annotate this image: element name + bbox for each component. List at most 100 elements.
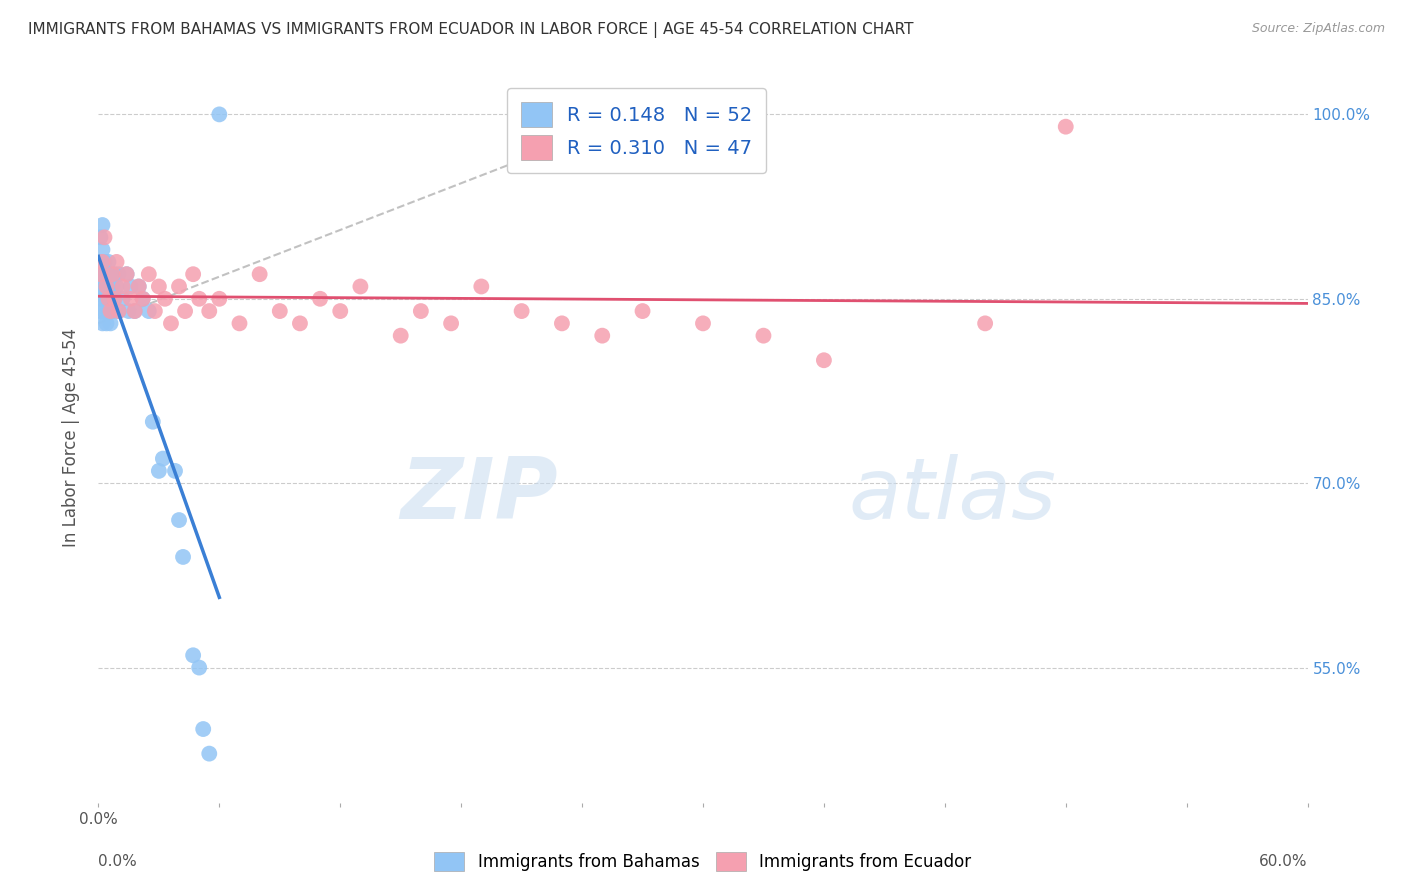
Point: [409, 304, 432, 318]
Point: [103, 292, 125, 306]
Text: atlas: atlas: [848, 454, 1056, 537]
Point: [100, 292, 122, 306]
Point: [193, 722, 215, 736]
Point: [208, 292, 231, 306]
Point: [89, 292, 111, 306]
Point: [551, 317, 574, 331]
Point: [93, 230, 115, 244]
Point: [142, 415, 165, 429]
Point: [91, 279, 114, 293]
Point: [249, 267, 271, 281]
Point: [510, 304, 533, 318]
Point: [188, 660, 211, 674]
Text: Source: ZipAtlas.com: Source: ZipAtlas.com: [1251, 22, 1385, 36]
Point: [124, 304, 146, 318]
Point: [163, 464, 186, 478]
Point: [188, 292, 211, 306]
Point: [349, 279, 371, 293]
Point: [93, 304, 115, 318]
Point: [100, 304, 122, 318]
Point: [93, 267, 115, 281]
Point: [115, 267, 138, 281]
Point: [91, 317, 114, 331]
Point: [97, 255, 120, 269]
Point: [111, 279, 134, 293]
Point: [105, 255, 128, 269]
Point: [124, 304, 146, 318]
Point: [153, 292, 176, 306]
Text: 0.0%: 0.0%: [98, 854, 138, 869]
Point: [107, 267, 129, 281]
Point: [148, 464, 170, 478]
Point: [440, 317, 463, 331]
Y-axis label: In Labor Force | Age 45-54: In Labor Force | Age 45-54: [62, 327, 80, 547]
Point: [89, 304, 111, 318]
Point: [143, 304, 166, 318]
Point: [101, 279, 124, 293]
Point: [96, 279, 118, 293]
Point: [91, 243, 114, 257]
Text: ZIP: ZIP: [401, 454, 558, 537]
Point: [107, 304, 129, 318]
Point: [174, 304, 197, 318]
Point: [591, 328, 613, 343]
Text: IMMIGRANTS FROM BAHAMAS VS IMMIGRANTS FROM ECUADOR IN LABOR FORCE | AGE 45-54 CO: IMMIGRANTS FROM BAHAMAS VS IMMIGRANTS FR…: [28, 22, 914, 38]
Point: [752, 328, 775, 343]
Point: [228, 317, 250, 331]
Point: [89, 255, 111, 269]
Point: [100, 267, 122, 281]
Point: [181, 267, 204, 281]
Point: [96, 292, 118, 306]
Point: [692, 317, 714, 331]
Point: [172, 549, 194, 564]
Point: [97, 292, 120, 306]
Point: [93, 292, 115, 306]
Point: [97, 304, 120, 318]
Point: [181, 648, 204, 663]
Point: [132, 292, 155, 306]
Legend: R = 0.148   N = 52, R = 0.310   N = 47: R = 0.148 N = 52, R = 0.310 N = 47: [508, 88, 766, 173]
Point: [208, 107, 231, 121]
Point: [631, 304, 654, 318]
Point: [138, 267, 160, 281]
Point: [89, 279, 111, 293]
Point: [974, 317, 997, 331]
Point: [93, 279, 115, 293]
Point: [152, 451, 174, 466]
Point: [288, 317, 311, 331]
Point: [160, 317, 183, 331]
Point: [93, 255, 115, 269]
Point: [148, 279, 170, 293]
Point: [128, 279, 150, 293]
Point: [138, 304, 160, 318]
Point: [105, 279, 128, 293]
Point: [120, 292, 142, 306]
Point: [91, 255, 114, 269]
Point: [89, 230, 111, 244]
Point: [309, 292, 332, 306]
Point: [91, 218, 114, 232]
Point: [103, 267, 125, 281]
Point: [120, 279, 142, 293]
Point: [198, 304, 221, 318]
Point: [100, 317, 122, 331]
Text: 60.0%: 60.0%: [1260, 854, 1308, 869]
Point: [128, 279, 150, 293]
Point: [96, 279, 118, 293]
Point: [198, 747, 221, 761]
Point: [101, 267, 124, 281]
Point: [470, 279, 492, 293]
Point: [167, 513, 190, 527]
Legend: Immigrants from Bahamas, Immigrants from Ecuador: Immigrants from Bahamas, Immigrants from…: [426, 843, 980, 880]
Point: [96, 267, 118, 281]
Point: [91, 255, 114, 269]
Point: [115, 267, 138, 281]
Point: [389, 328, 412, 343]
Point: [167, 279, 190, 293]
Point: [269, 304, 291, 318]
Point: [329, 304, 352, 318]
Point: [96, 317, 118, 331]
Point: [91, 267, 114, 281]
Point: [89, 267, 111, 281]
Point: [97, 279, 120, 293]
